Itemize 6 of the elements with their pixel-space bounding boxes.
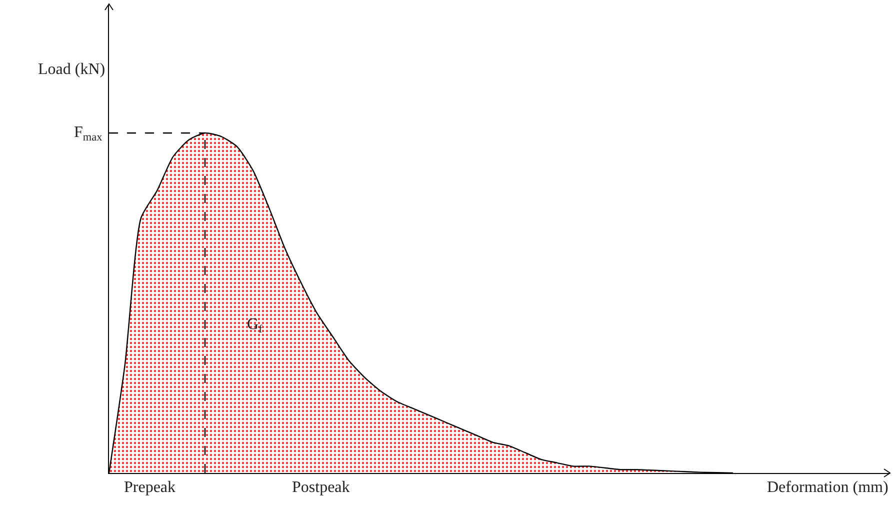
annotation: G$_{f}$ (247, 316, 263, 336)
y-axis-title: Load (kN) (38, 61, 106, 78)
ref-line-label: F$_{max}$ (74, 124, 103, 144)
text: Prepeak (124, 479, 176, 496)
text: Postpeak (292, 479, 350, 496)
x-axis-title: Deformation (mm) (767, 479, 888, 496)
